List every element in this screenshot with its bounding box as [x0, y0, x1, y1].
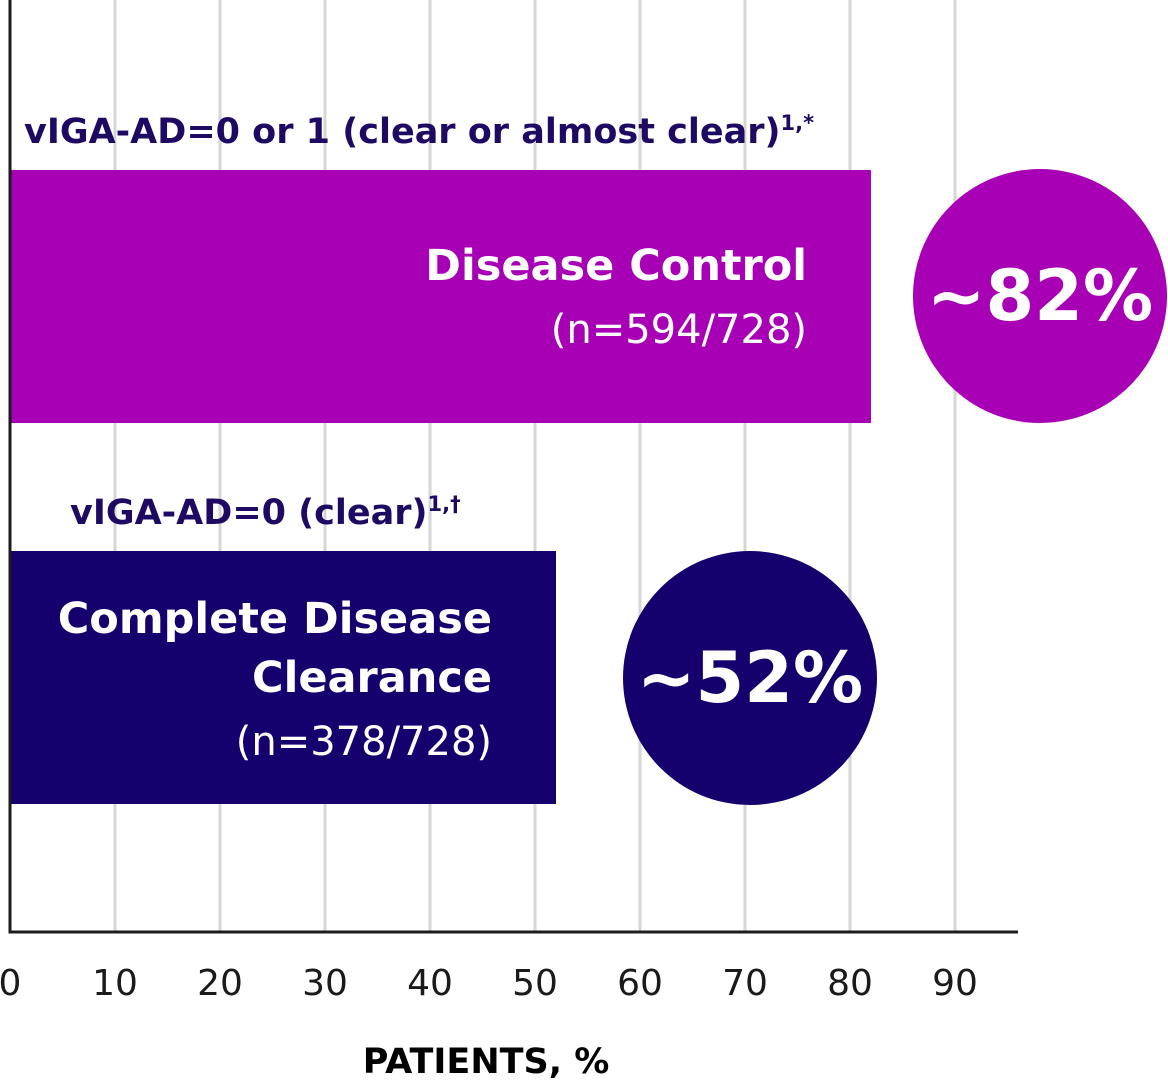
- bar-n-label: (n=378/728): [236, 719, 492, 765]
- bar-heading: vIGA-AD=0 (clear)1,†: [70, 492, 461, 533]
- x-tick-labels: 0 10 20 30 40 50 60 70 80 90: [0, 963, 978, 1004]
- x-axis-label: PATIENTS, %: [363, 1042, 610, 1080]
- x-tick-label: 10: [92, 963, 138, 1004]
- bar-heading-superscript: 1,†: [428, 492, 461, 516]
- value-circle: [913, 169, 1167, 423]
- value-label: ~52%: [637, 637, 863, 719]
- bar-label: Disease Control: [425, 241, 807, 291]
- value-label: ~82%: [927, 255, 1153, 337]
- x-tick-label: 20: [197, 963, 243, 1004]
- axes: [8, 0, 1018, 934]
- value-circle: [623, 551, 877, 805]
- bar-heading-superscript: 1,*: [780, 111, 814, 135]
- bar: [11, 170, 871, 423]
- bar-group: vIGA-AD=0 (clear)1,† Complete Disease Clea…: [11, 492, 877, 805]
- bar-label: Complete Disease: [58, 594, 492, 644]
- x-tick-label: 90: [932, 963, 978, 1004]
- bar-group: vIGA-AD=0 or 1 (clear or almost clear)1,…: [11, 111, 1167, 423]
- bar-label: Clearance: [252, 653, 492, 703]
- x-tick-label: 30: [302, 963, 348, 1004]
- x-tick-label: 60: [617, 963, 663, 1004]
- x-tick-label: 50: [512, 963, 558, 1004]
- bar: [11, 551, 556, 804]
- x-tick-label: 80: [827, 963, 873, 1004]
- gridlines: [113, 0, 957, 932]
- x-tick-label: 40: [407, 963, 453, 1004]
- bar-heading: vIGA-AD=0 or 1 (clear or almost clear)1,…: [24, 111, 814, 152]
- bar-n-label: (n=594/728): [551, 307, 807, 353]
- x-tick-label: 70: [722, 963, 768, 1004]
- x-tick-label: 0: [0, 963, 21, 1004]
- bars: vIGA-AD=0 or 1 (clear or almost clear)1,…: [11, 111, 1167, 805]
